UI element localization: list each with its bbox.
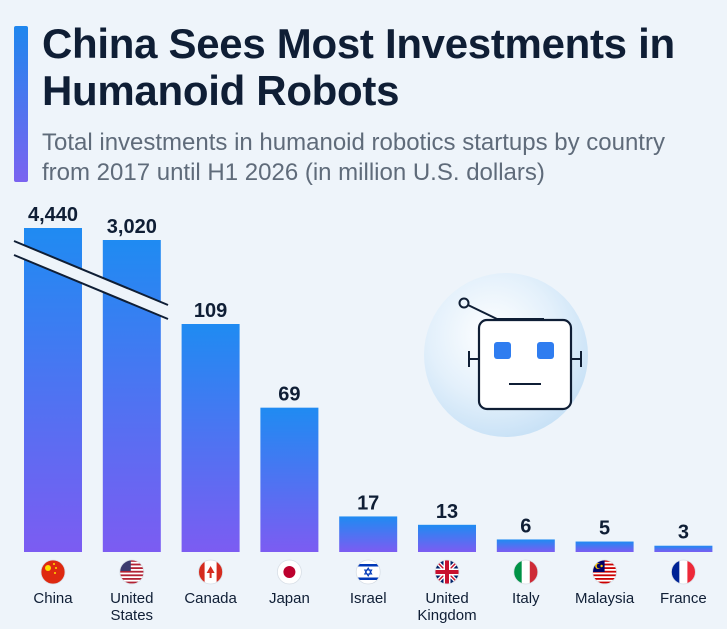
israel-flag-icon bbox=[355, 559, 381, 585]
bars-layer bbox=[24, 228, 713, 552]
bar-6 bbox=[496, 539, 555, 552]
robot-face-icon bbox=[424, 273, 588, 437]
category-label: Israel bbox=[350, 590, 387, 607]
flags-layer bbox=[40, 559, 696, 585]
bar-7 bbox=[575, 541, 634, 552]
bar-5 bbox=[418, 524, 476, 552]
us-flag-icon bbox=[119, 559, 145, 585]
category-label: States bbox=[111, 607, 154, 624]
category-label: China bbox=[33, 590, 73, 607]
value-label: 109 bbox=[194, 300, 227, 322]
category-label: Italy bbox=[512, 590, 540, 607]
chart-title: China Sees Most Investments in Humanoid … bbox=[42, 20, 675, 114]
canada-flag-icon bbox=[198, 559, 224, 585]
france-flag-icon bbox=[671, 559, 696, 585]
bar-0 bbox=[24, 228, 82, 552]
category-label: United bbox=[425, 590, 468, 607]
bar-3 bbox=[260, 407, 319, 552]
value-label: 3,020 bbox=[107, 216, 157, 238]
value-label: 5 bbox=[599, 518, 610, 540]
value-label: 13 bbox=[436, 501, 458, 523]
axis-break-mark bbox=[13, 240, 169, 320]
uk-flag-icon bbox=[434, 559, 460, 585]
italy-flag-icon bbox=[513, 559, 539, 585]
value-label: 4,440 bbox=[28, 204, 78, 226]
category-label: Malaysia bbox=[575, 590, 635, 607]
axis-breaks-layer bbox=[13, 240, 169, 320]
category-label: Japan bbox=[269, 590, 310, 607]
value-label: 17 bbox=[357, 492, 379, 514]
bar-4 bbox=[339, 516, 398, 552]
japan-flag-icon bbox=[276, 559, 302, 585]
china-flag-icon bbox=[40, 559, 66, 585]
category-label: France bbox=[660, 590, 707, 607]
title-accent-bar bbox=[14, 26, 28, 182]
category-label: Canada bbox=[184, 590, 237, 607]
value-labels-layer: 4,440 3,020 109 69 17 13 6 5 3 bbox=[28, 204, 689, 544]
category-label: Kingdom bbox=[417, 607, 476, 624]
bar-2 bbox=[181, 324, 240, 552]
value-label: 69 bbox=[278, 384, 300, 406]
malaysia-flag-icon bbox=[592, 559, 617, 585]
category-label: United bbox=[110, 590, 153, 607]
value-label: 3 bbox=[678, 522, 689, 544]
value-label: 6 bbox=[520, 515, 531, 537]
chart-subtitle: Total investments in humanoid robotics s… bbox=[42, 129, 665, 186]
bar-8 bbox=[654, 545, 713, 552]
